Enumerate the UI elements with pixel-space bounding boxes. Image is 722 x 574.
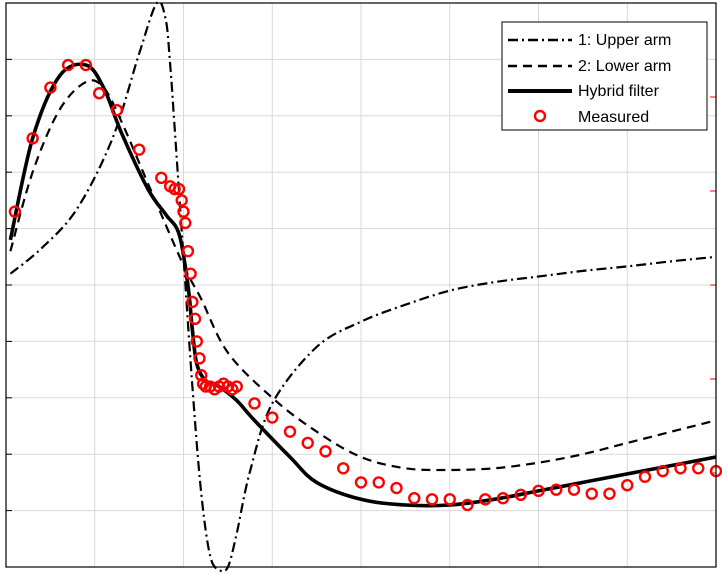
measured-point — [390, 481, 403, 495]
measured-point — [567, 483, 581, 496]
legend-label-lower-arm: 2: Lower arm — [578, 58, 671, 75]
measured-point — [301, 436, 314, 450]
measured-point — [44, 81, 57, 94]
measured-point — [196, 377, 210, 390]
measured-point — [319, 445, 332, 458]
measured-point — [354, 476, 368, 489]
measured-point — [230, 380, 243, 393]
measured-point — [8, 205, 22, 218]
measured-point — [188, 312, 202, 326]
measured-point — [248, 397, 261, 410]
legend-marker-measured — [533, 109, 547, 123]
measured-point — [550, 483, 563, 496]
upper-arm-line — [9, 0, 717, 573]
measured-point — [168, 182, 181, 196]
measured-point — [175, 194, 188, 207]
measured-point — [638, 470, 652, 483]
measured-point — [603, 487, 616, 500]
legend: 1: Upper arm 2: Lower arm Hybrid filter … — [501, 21, 708, 131]
measured-point — [195, 369, 208, 382]
measured-point — [674, 462, 687, 475]
measured-point — [26, 132, 39, 145]
measured-point — [656, 464, 669, 478]
legend-label-hybrid-filter: Hybrid filter — [578, 83, 660, 100]
measured-point — [186, 295, 199, 309]
measured-point — [193, 352, 206, 365]
measured-point — [110, 103, 124, 117]
legend-label-upper-arm: 1: Upper arm — [578, 32, 671, 49]
measured-point — [172, 182, 186, 196]
measured-point — [496, 491, 510, 505]
measured-point — [184, 267, 197, 280]
measured-point — [532, 484, 545, 498]
measured-point — [461, 498, 474, 512]
measured-point — [692, 462, 705, 475]
measured-point — [408, 491, 421, 505]
measured-point — [266, 411, 279, 424]
measured-point — [443, 493, 456, 506]
measured-point — [179, 216, 192, 230]
measured-point — [621, 479, 634, 492]
measured-point — [425, 493, 439, 506]
measured-markers — [8, 58, 722, 512]
measured-point — [61, 58, 75, 72]
measured-point — [283, 425, 297, 438]
measured-point — [337, 462, 350, 475]
measured-point — [132, 143, 146, 156]
measured-point — [190, 335, 204, 348]
right-axis-ticks — [710, 2, 716, 474]
measured-point — [372, 476, 385, 489]
plot-frame — [5, 2, 717, 568]
measured-point — [79, 58, 93, 72]
measured-point — [585, 487, 598, 500]
measured-point — [514, 488, 527, 502]
measured-point — [92, 87, 106, 100]
measured-point — [479, 493, 492, 506]
measured-point — [181, 244, 195, 258]
measured-point — [155, 171, 168, 185]
measured-point — [177, 205, 190, 218]
lower-arm-line — [9, 79, 717, 472]
legend-label-measured: Measured — [578, 109, 649, 126]
